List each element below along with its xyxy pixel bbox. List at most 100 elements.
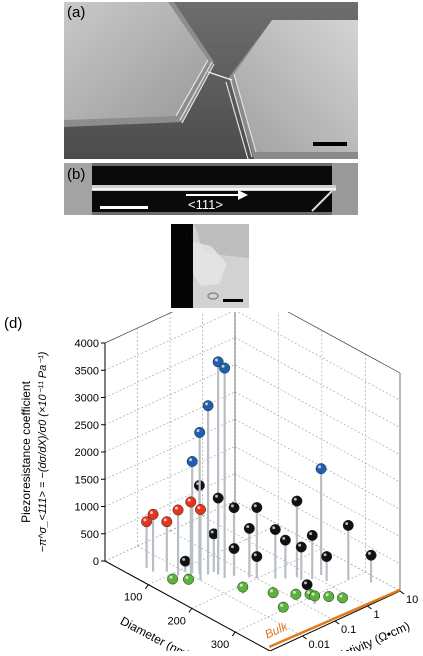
panel-b-sem-image: (b) <111>	[64, 163, 358, 215]
panel-a-graphic	[64, 2, 358, 159]
data-point-highlight	[345, 522, 349, 526]
data-point	[279, 534, 291, 546]
x-tick	[145, 584, 149, 589]
x-tick	[231, 631, 236, 637]
panel-c-tem-image: (c)	[171, 224, 249, 308]
data-point	[172, 504, 184, 516]
z-tick-label: 1000	[75, 502, 99, 514]
data-point-highlight	[143, 518, 147, 522]
data-point-highlight	[246, 525, 250, 529]
grid-line	[169, 530, 336, 622]
data-point	[251, 502, 263, 513]
data-point-highlight	[311, 592, 315, 596]
data-point	[228, 502, 240, 514]
grid-line	[234, 446, 401, 537]
data-point-highlight	[270, 589, 274, 593]
data-point-highlight	[187, 498, 191, 502]
data-point-highlight	[174, 506, 178, 510]
z-tick-label: 1500	[75, 474, 99, 486]
data-point-highlight	[303, 581, 307, 585]
data-point-highlight	[272, 526, 276, 530]
z-tick-label: 4000	[75, 338, 99, 350]
z-axis-title-2: −π^σ_<111> = −(dσ/dX)/σ0 (×10⁻¹¹ Pa⁻¹)	[37, 351, 49, 552]
data-point-highlight	[325, 593, 329, 597]
data-point-highlight	[196, 482, 200, 486]
data-point	[295, 541, 307, 553]
data-point-highlight	[169, 575, 173, 579]
data-point	[323, 591, 335, 603]
data-point	[309, 590, 321, 602]
grid-line	[234, 418, 401, 510]
y-tick-label: 0.01	[309, 639, 330, 651]
data-point	[290, 588, 302, 600]
data-point	[251, 551, 263, 563]
data-point-highlight	[196, 429, 200, 433]
x-tick-label: 300	[211, 639, 229, 651]
data-point-highlight	[239, 583, 243, 587]
panel-a-label: (a)	[67, 4, 86, 21]
data-point	[194, 426, 206, 438]
y-tick-label: 0.1	[341, 624, 356, 636]
x-axis-line	[104, 560, 271, 652]
y-tick	[334, 620, 340, 625]
data-point-highlight	[318, 465, 322, 469]
data-point	[185, 496, 197, 508]
data-point	[147, 508, 159, 520]
data-point-highlight	[292, 590, 296, 594]
data-point	[269, 524, 281, 535]
data-point-highlight	[367, 551, 371, 555]
data-point	[277, 601, 289, 613]
scatter3d-svg: 0 500 1000 1500 2000 2500 3000 3500 4000 100 200 30…	[19, 282, 418, 656]
data-point	[301, 579, 313, 591]
data-point-highlight	[163, 518, 167, 522]
data-point	[306, 529, 318, 541]
panel-c-graphic	[171, 224, 249, 308]
data-point-highlight	[204, 402, 208, 406]
grid-line	[234, 500, 401, 592]
grid-line	[234, 282, 401, 374]
data-point	[321, 551, 333, 563]
data-point-highlight	[185, 576, 189, 580]
y-tick-label: 10	[406, 594, 418, 606]
data-point	[342, 519, 354, 531]
panel-d-label: (d)	[4, 315, 23, 332]
data-point	[179, 555, 191, 567]
direction-label: <111>	[188, 197, 223, 212]
data-point-highlight	[293, 497, 297, 501]
x-tick-label: 100	[124, 592, 142, 604]
z-tick-label: 3500	[75, 365, 99, 377]
data-point-highlight	[215, 494, 219, 498]
y-tick	[399, 590, 405, 595]
x-tick-label: 200	[167, 615, 185, 627]
data-point-highlight	[189, 458, 193, 462]
data-point	[183, 573, 194, 585]
data-point-highlight	[306, 590, 310, 594]
z-tick-label: 2000	[75, 447, 99, 459]
y-tick	[302, 635, 307, 640]
data-point-highlight	[215, 358, 219, 362]
data-point	[202, 400, 214, 412]
data-point-highlight	[339, 594, 343, 598]
data-point	[161, 516, 173, 528]
grid-line	[234, 391, 401, 483]
data-point-highlight	[230, 545, 234, 549]
data-point	[267, 587, 279, 599]
data-point	[365, 549, 377, 561]
data-point-highlight	[230, 504, 234, 508]
grid-line	[234, 364, 401, 456]
data-point	[219, 362, 231, 374]
x-tick	[188, 608, 193, 613]
data-point	[212, 492, 224, 504]
data-point	[337, 592, 348, 604]
y-tick-label: 1	[374, 609, 380, 621]
data-point	[243, 522, 255, 534]
data-point-highlight	[298, 543, 302, 547]
data-point	[228, 543, 240, 554]
data-point-highlight	[323, 553, 327, 557]
data-point-highlight	[253, 504, 257, 508]
grid-line	[234, 309, 401, 401]
panel-c-label: (c)	[174, 226, 192, 243]
data-point	[237, 581, 249, 593]
data-point-highlight	[149, 511, 153, 515]
y-axis-title: Resistivity (Ω•cm)	[320, 619, 412, 651]
